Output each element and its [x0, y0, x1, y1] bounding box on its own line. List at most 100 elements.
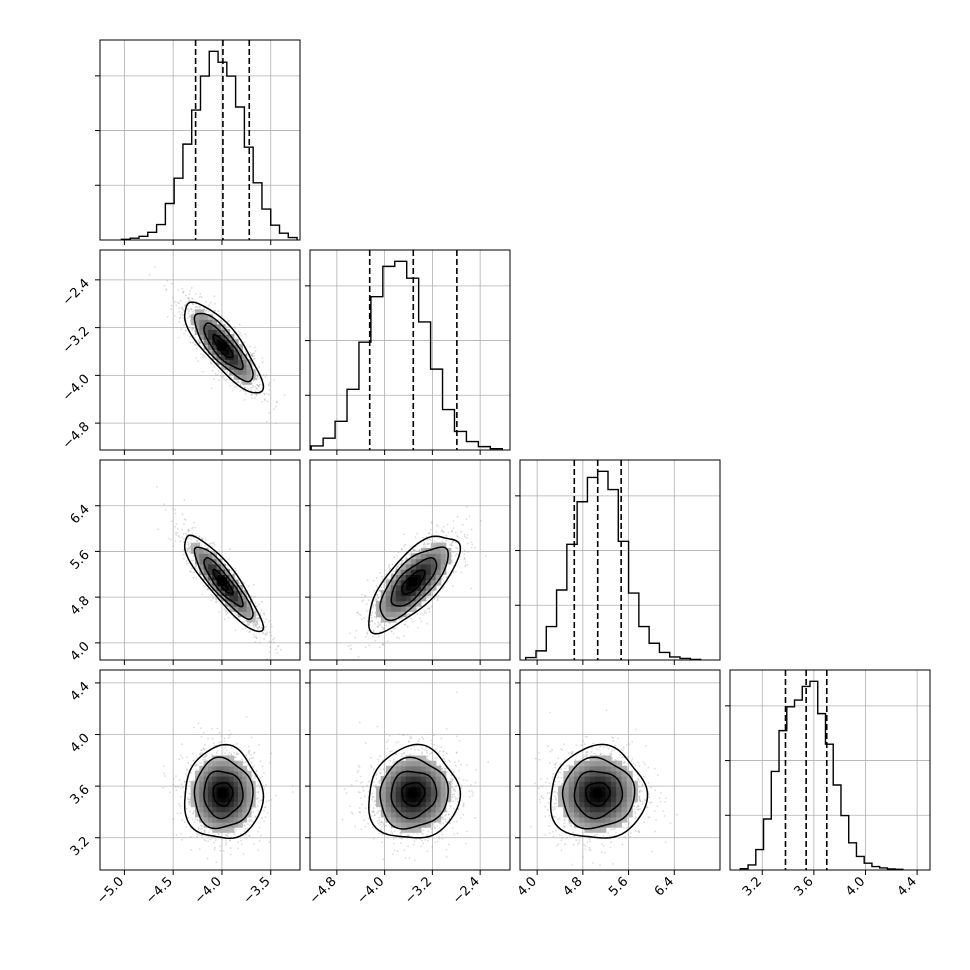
scatter-point — [210, 594, 213, 596]
density-cell — [405, 584, 412, 591]
scatter-point — [213, 378, 215, 380]
histogram-bin — [810, 681, 818, 870]
scatter-point — [190, 287, 193, 289]
scatter-point — [229, 853, 232, 856]
density-cell — [203, 548, 209, 554]
scatter-point — [406, 625, 409, 628]
scatter-point — [196, 347, 198, 350]
density-cell — [390, 595, 397, 602]
scatter-point — [232, 743, 235, 746]
scatter-point — [256, 387, 258, 390]
scatter-point — [385, 578, 388, 580]
scatter-point — [423, 612, 426, 614]
scatter-point — [259, 612, 262, 615]
scatter-point — [211, 370, 214, 372]
density-cell — [242, 374, 248, 380]
scatter-point — [256, 830, 259, 833]
scatter-point — [273, 641, 275, 644]
scatter-point — [250, 393, 253, 396]
scatter-point — [248, 624, 251, 626]
density-cell — [430, 542, 437, 549]
scatter-point — [254, 641, 257, 643]
scatter-point — [192, 571, 195, 574]
scatter-point — [255, 394, 258, 397]
scatter-point — [181, 819, 184, 821]
scatter-point — [250, 354, 253, 356]
scatter-point — [244, 350, 247, 353]
scatter-point — [195, 567, 197, 570]
scatter-point — [226, 371, 229, 374]
scatter-point — [442, 587, 444, 590]
scatter-point — [195, 565, 198, 567]
density-cell — [212, 354, 218, 360]
scatter-point — [242, 853, 245, 855]
scatter-point — [240, 335, 243, 337]
scatter-point — [213, 544, 216, 546]
scatter-point — [187, 529, 190, 532]
scatter-point — [186, 549, 188, 552]
density-cell — [199, 329, 205, 335]
density-cell — [207, 563, 213, 570]
scatter-point — [237, 847, 240, 850]
density-cell — [216, 590, 222, 597]
density-cell — [229, 359, 235, 365]
scatter-point — [204, 755, 207, 758]
scatter-point — [451, 559, 454, 561]
scatter-point — [270, 625, 273, 628]
scatter-point — [233, 386, 236, 388]
density-cell — [203, 314, 209, 320]
scatter-point — [243, 398, 246, 401]
scatter-point — [197, 339, 200, 342]
scatter-point — [262, 632, 265, 635]
scatter-point — [266, 400, 269, 403]
scatter-point — [258, 383, 261, 386]
scatter-point — [258, 365, 260, 368]
scatter-point — [192, 303, 195, 305]
scatter-point — [225, 749, 228, 752]
density-cell — [216, 558, 222, 565]
scatter-point — [374, 639, 377, 642]
scatter-point — [187, 530, 190, 533]
scatter-point — [248, 758, 251, 760]
scatter-point — [403, 545, 406, 547]
scatter-point — [229, 847, 232, 850]
scatter-point — [258, 619, 260, 622]
density-cell — [410, 569, 417, 575]
density-cell — [395, 611, 402, 618]
scatter-point — [428, 610, 431, 613]
scatter-point — [175, 775, 177, 777]
scatter-point — [470, 528, 473, 531]
scatter-point — [258, 625, 261, 628]
scatter-point — [265, 618, 267, 621]
scatter-point — [213, 836, 216, 839]
contour-line — [390, 557, 438, 607]
scatter-point — [264, 398, 266, 400]
scatter-point — [212, 542, 215, 545]
scatter-point — [422, 543, 425, 546]
density-cell — [242, 595, 248, 602]
scatter-point — [250, 394, 253, 396]
scatter-point — [212, 596, 214, 598]
scatter-point — [255, 617, 258, 619]
histogram-bin — [629, 593, 639, 660]
scatter-point — [254, 397, 256, 399]
density-cell — [435, 569, 442, 575]
density-cell — [425, 590, 432, 597]
density-cell — [195, 319, 200, 325]
scatter-point — [190, 535, 193, 538]
density-cell — [233, 590, 239, 597]
scatter-point — [193, 571, 196, 574]
scatter-point — [377, 596, 379, 599]
scatter-point — [451, 530, 453, 533]
scatter-point — [191, 311, 194, 313]
scatter-point — [199, 295, 201, 298]
scatter-point — [258, 626, 260, 628]
scatter-point — [200, 824, 203, 826]
scatter-point — [252, 623, 255, 626]
histogram-bin — [478, 447, 490, 450]
histogram-bin — [311, 446, 323, 450]
scatter-point — [242, 620, 244, 623]
scatter-point — [187, 537, 190, 540]
scatter-point — [188, 308, 191, 311]
scatter-point — [192, 526, 195, 529]
